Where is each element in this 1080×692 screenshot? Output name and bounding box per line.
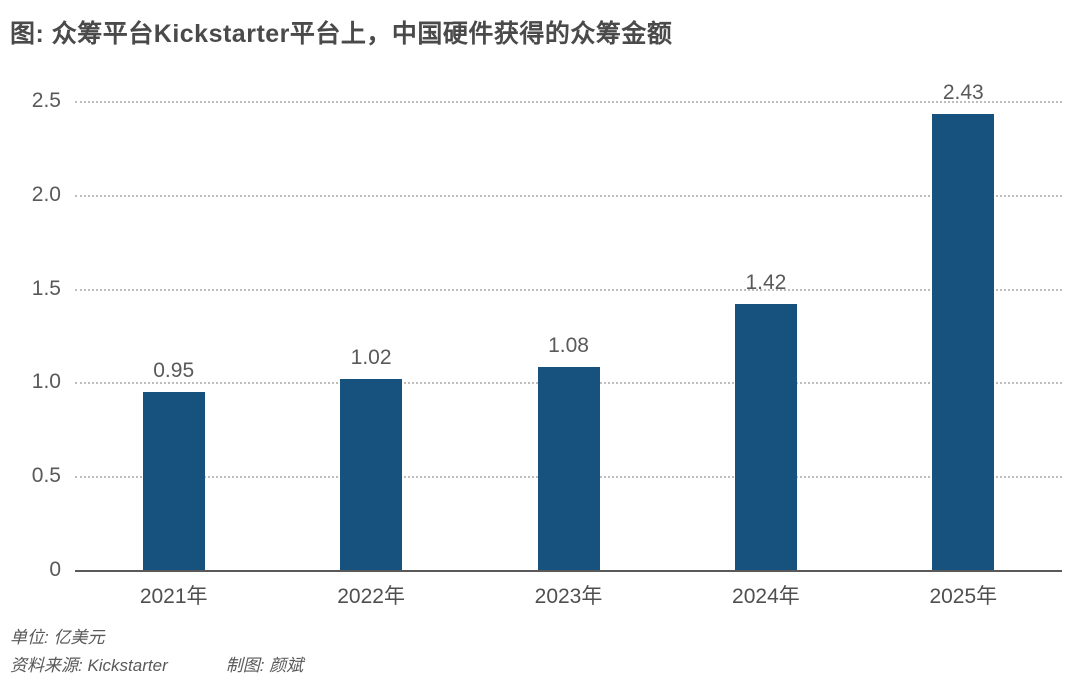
gridline-1.5 — [75, 288, 1062, 291]
x-tick-label-2025年: 2025年 — [929, 585, 998, 608]
bar-value-label-2023年: 1.08 — [548, 334, 589, 358]
bar-2022年 — [340, 378, 403, 570]
credit-note: 制图: 颜斌 — [225, 656, 304, 675]
bar-2021年 — [142, 391, 205, 570]
chart-footnotes: 单位: 亿美元 资料来源: Kickstarter 制图: 颜斌 — [10, 624, 303, 680]
source-note: 资料来源: Kickstarter — [10, 656, 168, 675]
bar-2024年 — [734, 303, 797, 570]
gridline-2.5 — [75, 101, 1062, 103]
bar-value-label-2024年: 1.42 — [745, 270, 787, 294]
bar-2023年 — [537, 367, 600, 570]
x-tick-label-2024年: 2024年 — [732, 585, 800, 608]
unit-note: 单位: 亿美元 — [10, 628, 105, 647]
x-tick-label-2022年: 2022年 — [337, 585, 405, 608]
bar-value-label-2025年: 2.43 — [942, 81, 984, 105]
bar-2025年 — [932, 114, 995, 570]
y-tick-label-1.0: 1.0 — [31, 370, 61, 394]
y-tick-label-1.5: 1.5 — [31, 276, 61, 300]
y-tick-label-2.0: 2.0 — [31, 182, 61, 206]
plot-area: 0 0.5 1.0 1.5 2.0 2.5 0.95 1.02 1.08 1.42 2.43 20… — [32, 81, 1062, 608]
x-tick-label-2023年: 2023年 — [534, 585, 603, 608]
x-axis-baseline — [75, 570, 1062, 572]
y-tick-label-0.5: 0.5 — [31, 464, 61, 488]
bar-value-label-2021年: 0.95 — [153, 358, 195, 382]
x-tick-label-2021年: 2021年 — [139, 585, 208, 608]
y-tick-label-2.5: 2.5 — [31, 89, 61, 112]
source-credit-line: 资料来源: Kickstarter 制图: 颜斌 — [10, 652, 303, 680]
bar-value-label-2022年: 1.02 — [350, 345, 392, 369]
chart-title: 图: 众筹平台Kickstarter平台上，中国硬件获得的众筹金额 — [10, 20, 673, 48]
y-tick-label-0: 0 — [49, 558, 61, 581]
gridline-2.0 — [75, 194, 1062, 197]
